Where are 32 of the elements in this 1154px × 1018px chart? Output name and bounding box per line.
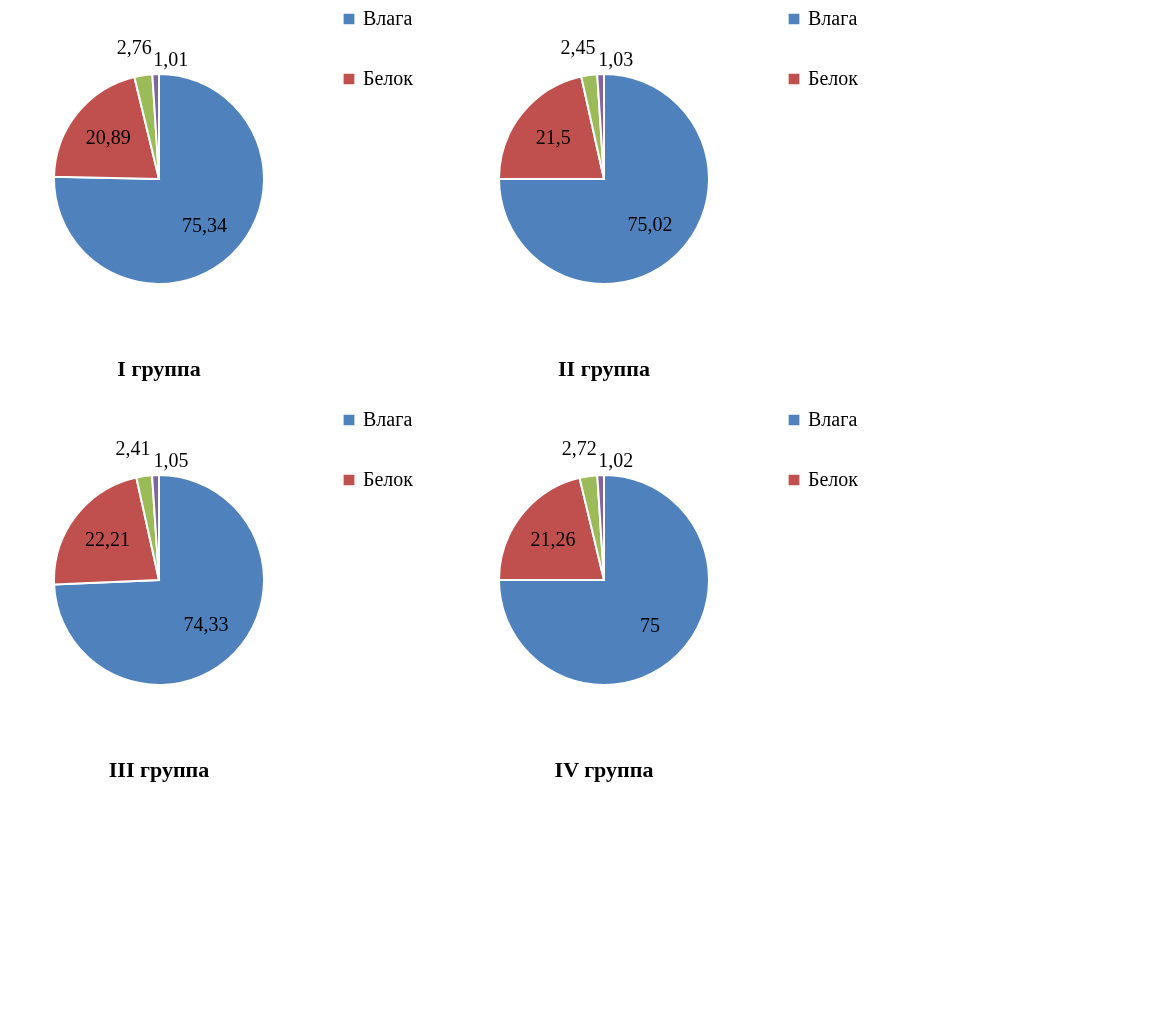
data-label: 2,41 [115, 437, 151, 460]
data-label: 1,02 [598, 449, 634, 472]
text: I группа [117, 356, 201, 381]
data-label: 22,21 [84, 528, 130, 551]
data-label: 21,5 [535, 126, 571, 149]
legend-label: Белок [363, 67, 414, 89]
data-label: 1,03 [598, 48, 634, 71]
text: IV группа [554, 757, 654, 782]
pie-slice [498, 474, 710, 686]
legend-label: Влага [363, 408, 413, 430]
text: II группа [558, 356, 650, 381]
data-label: 1,05 [153, 449, 189, 472]
data-label: 20,89 [85, 126, 131, 149]
legend-label: Влага [808, 7, 858, 29]
legend-label: Белок [808, 468, 859, 490]
legend-label: Белок [808, 67, 859, 89]
data-label: 1,01 [153, 48, 189, 71]
data-label: 75 [640, 614, 661, 637]
data-label: 21,26 [530, 527, 576, 550]
pie-slice [53, 73, 265, 285]
pie-slice [498, 73, 710, 285]
data-label: 2,72 [561, 437, 597, 460]
data-label: 75,34 [182, 213, 228, 236]
pie-slice [53, 474, 265, 686]
data-label: 2,76 [116, 36, 152, 59]
legend-label: Влага [363, 7, 413, 29]
data-label: 74,33 [183, 613, 229, 636]
data-label: 75,02 [627, 213, 673, 236]
legend-label: Белок [363, 468, 414, 490]
text: III группа [108, 757, 210, 782]
data-label: 2,45 [560, 36, 596, 59]
legend-label: Влага [808, 408, 858, 430]
